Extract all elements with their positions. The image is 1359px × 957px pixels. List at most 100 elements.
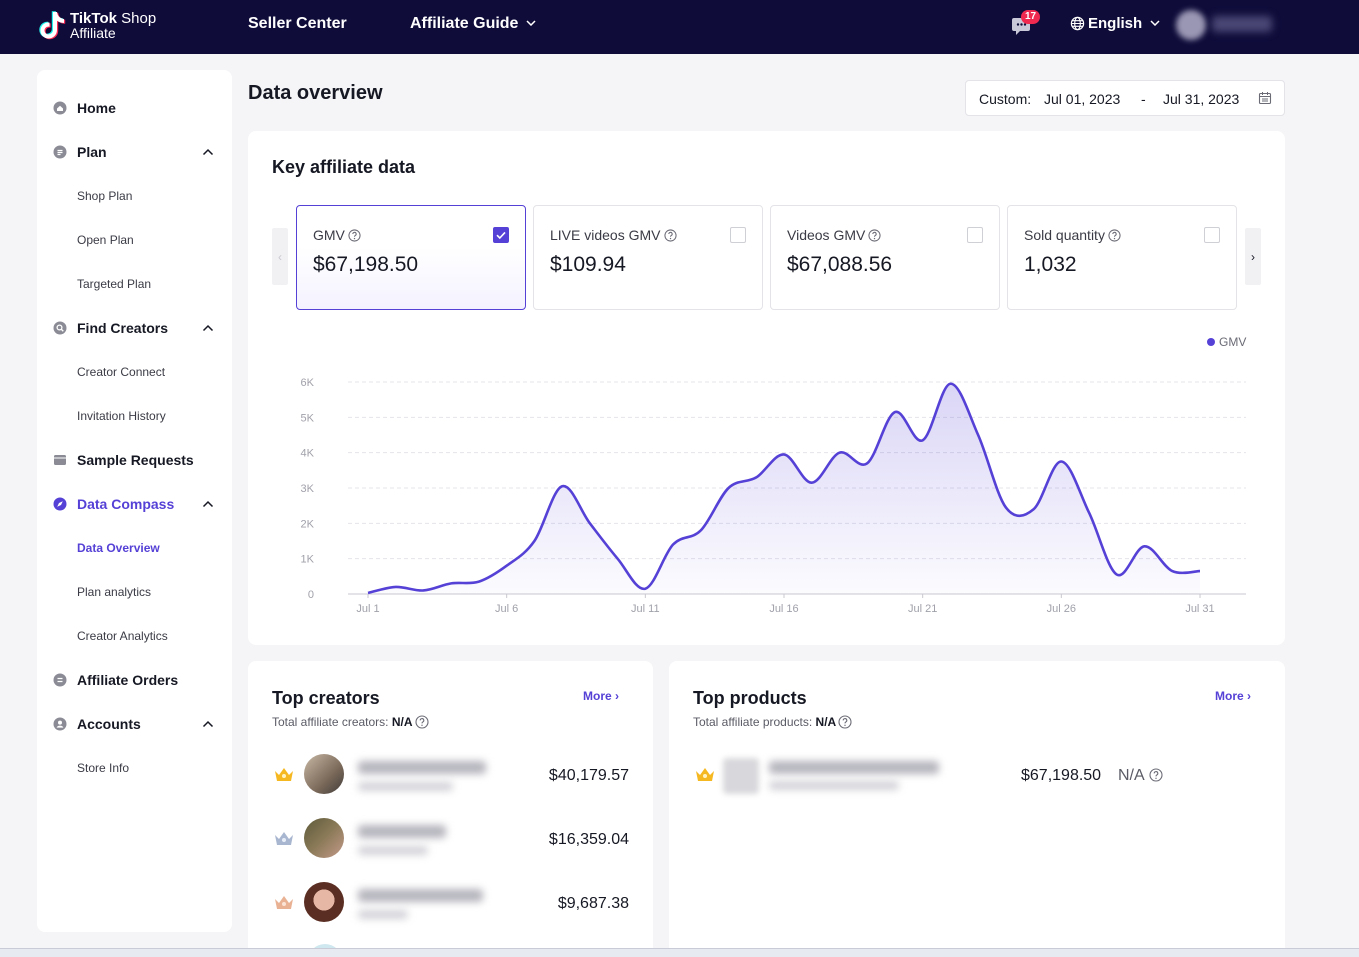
product-name-blurred[interactable] xyxy=(769,761,939,774)
metric-card-gmv[interactable]: GMV $67,198.50 xyxy=(296,205,526,310)
metric-checkbox[interactable] xyxy=(730,227,746,243)
end-date-input[interactable]: Jul 31, 2023 xyxy=(1163,91,1240,107)
chevron-left-icon: ‹ xyxy=(278,249,282,264)
sidebar-item-affiliate-orders[interactable]: Affiliate Orders xyxy=(37,665,232,695)
search-people-icon xyxy=(53,321,67,335)
metric-checkbox[interactable] xyxy=(493,227,509,243)
sidebar-item-creator-connect[interactable]: Creator Connect xyxy=(77,365,166,379)
chevron-down-icon xyxy=(1150,20,1160,27)
x-tick-label: Jul 6 xyxy=(495,603,518,615)
avatar[interactable] xyxy=(304,818,344,858)
product-metric-na: N/A xyxy=(1118,767,1163,785)
chevron-up-icon[interactable] xyxy=(201,321,215,335)
help-icon[interactable] xyxy=(348,229,361,242)
x-tick-label: Jul 1 xyxy=(356,603,379,615)
y-tick-label: 5K xyxy=(301,412,315,424)
metric-card-live-videos-gmv[interactable]: LIVE videos GMV $109.94 xyxy=(533,205,763,310)
plan-icon xyxy=(53,145,67,159)
metric-card-sold-quantity[interactable]: Sold quantity 1,032 xyxy=(1007,205,1237,310)
help-icon[interactable] xyxy=(1108,229,1121,242)
check-icon xyxy=(496,231,506,240)
gmv-data-point xyxy=(921,439,923,441)
nav-affiliate-guide[interactable]: Affiliate Guide xyxy=(410,15,536,33)
key-affiliate-data-title: Key affiliate data xyxy=(272,157,416,177)
metric-label: LIVE videos GMV xyxy=(550,227,677,243)
gmv-data-point xyxy=(395,586,397,588)
metric-value: $67,088.56 xyxy=(787,253,893,276)
chevron-up-icon[interactable] xyxy=(201,145,215,159)
product-detail-blurred xyxy=(769,781,899,790)
nav-seller-center[interactable]: Seller Center xyxy=(248,15,347,32)
gmv-data-point xyxy=(1060,460,1062,462)
sidebar-item-open-plan[interactable]: Open Plan xyxy=(77,233,134,247)
carousel-next-button[interactable]: › xyxy=(1245,228,1261,285)
calendar-icon[interactable] xyxy=(1258,91,1272,105)
sidebar-item-data-compass[interactable]: Data Compass xyxy=(37,489,232,519)
gmv-data-point xyxy=(1005,506,1007,508)
avatar[interactable] xyxy=(304,882,344,922)
top-navigation-bar: TikTok Shop Affiliate Seller Center Affi… xyxy=(0,0,1359,54)
top-creators-title: Top creators xyxy=(272,688,380,708)
gmv-data-point xyxy=(949,383,951,385)
y-tick-label: 4K xyxy=(301,448,315,460)
chart-legend[interactable]: GMV xyxy=(1207,335,1246,349)
creator-name-blurred[interactable] xyxy=(358,761,486,774)
globe-icon xyxy=(1070,16,1085,31)
help-icon[interactable] xyxy=(1149,768,1163,782)
metric-value: $109.94 xyxy=(550,253,626,276)
sidebar-item-plan-analytics[interactable]: Plan analytics xyxy=(77,585,152,599)
user-avatar[interactable] xyxy=(1176,10,1206,40)
creator-name-blurred[interactable] xyxy=(358,889,483,902)
avatar[interactable] xyxy=(304,754,344,794)
start-date-input[interactable]: Jul 01, 2023 xyxy=(1044,91,1121,107)
metric-checkbox[interactable] xyxy=(967,227,983,243)
help-icon[interactable] xyxy=(663,229,677,242)
top-products-more-link[interactable]: More › xyxy=(1215,689,1252,703)
sidebar-item-data-overview[interactable]: Data Overview xyxy=(77,541,160,555)
help-icon[interactable] xyxy=(414,715,429,729)
sidebar-item-invitation-history[interactable]: Invitation History xyxy=(77,409,166,423)
metric-card-videos-gmv[interactable]: Videos GMV $67,088.56 xyxy=(770,205,1000,310)
sidebar-item-home[interactable]: Home xyxy=(37,93,232,123)
orders-icon xyxy=(53,673,67,687)
top-products-title: Top products xyxy=(693,688,807,708)
creator-name-blurred[interactable] xyxy=(358,825,446,838)
bronze-crown-icon xyxy=(275,896,293,909)
page-title: Data overview xyxy=(248,82,383,104)
gmv-data-point xyxy=(977,434,979,436)
sidebar-item-creator-analytics[interactable]: Creator Analytics xyxy=(77,629,168,643)
help-icon[interactable] xyxy=(838,715,852,729)
chevron-up-icon[interactable] xyxy=(201,717,215,731)
sidebar-item-accounts[interactable]: Accounts xyxy=(37,709,232,739)
gmv-data-point xyxy=(478,580,480,582)
gmv-area-fill xyxy=(368,383,1200,594)
sidebar-item-shop-plan[interactable]: Shop Plan xyxy=(77,189,133,203)
sidebar: Home Plan Shop Plan Open Plan Targeted P… xyxy=(37,70,232,932)
sidebar-item-store-info[interactable]: Store Info xyxy=(77,761,130,775)
sidebar-item-sample-requests[interactable]: Sample Requests xyxy=(37,445,232,475)
date-separator: - xyxy=(1141,91,1146,107)
sidebar-item-find-creators[interactable]: Find Creators xyxy=(37,313,232,343)
gmv-data-point xyxy=(367,592,369,594)
gmv-data-point xyxy=(450,582,452,584)
top-creators-more-link[interactable]: More › xyxy=(583,689,620,703)
user-name-blurred[interactable] xyxy=(1212,16,1272,32)
gmv-data-point xyxy=(1088,512,1090,514)
chevron-up-icon[interactable] xyxy=(201,497,215,511)
metric-label: Videos GMV xyxy=(787,227,881,243)
date-range-picker[interactable]: Custom: Jul 01, 2023 - Jul 31, 2023 xyxy=(965,80,1285,116)
language-selector[interactable]: English xyxy=(1070,15,1163,32)
product-image-blurred[interactable] xyxy=(723,758,759,794)
account-icon xyxy=(53,717,67,731)
metric-checkbox[interactable] xyxy=(1204,227,1220,243)
home-icon xyxy=(53,101,67,115)
help-icon[interactable] xyxy=(868,229,881,242)
creator-gmv: $40,179.57 xyxy=(548,767,629,784)
tiktok-shop-affiliate-logo[interactable]: TikTok Shop Affiliate xyxy=(38,8,178,44)
x-tick-label: Jul 31 xyxy=(1185,603,1214,615)
carousel-prev-button[interactable]: ‹ xyxy=(272,228,288,285)
sidebar-item-plan[interactable]: Plan xyxy=(37,137,232,167)
compass-icon xyxy=(53,497,67,511)
sidebar-item-targeted-plan[interactable]: Targeted Plan xyxy=(77,277,152,291)
silver-crown-icon xyxy=(275,832,293,845)
